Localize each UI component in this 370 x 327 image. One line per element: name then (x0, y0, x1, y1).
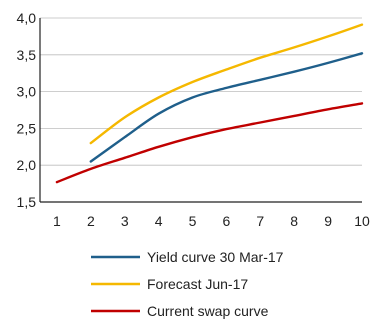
y-tick-label: 1,5 (17, 194, 37, 210)
y-tick-label: 4,0 (17, 10, 37, 26)
x-tick-labels: 1 2 3 4 5 6 7 8 9 10 (53, 213, 370, 229)
legend-label: Current swap curve (147, 303, 269, 319)
y-tick-label: 2,5 (17, 120, 37, 136)
x-tick-label: 6 (223, 213, 231, 229)
x-tick-label: 2 (87, 213, 95, 229)
x-tick-label: 3 (121, 213, 129, 229)
y-tick-label: 2,0 (17, 157, 37, 173)
legend-label: Forecast Jun-17 (147, 276, 248, 292)
grid-lines (40, 17, 362, 166)
series-line-yield-curve-30-mar-17 (89, 52, 364, 163)
y-tick-labels: 1,5 2,0 2,5 3,0 3,5 4,0 (17, 10, 37, 210)
series-lines (55, 23, 364, 184)
x-tick-label: 8 (290, 213, 298, 229)
x-tick-label: 1 (53, 213, 61, 229)
legend-label: Yield curve 30 Mar-17 (147, 249, 284, 265)
y-tick-label: 3,5 (17, 47, 37, 63)
series-line-current-swap-curve (55, 102, 364, 184)
series-line-forecast-jun-17 (89, 23, 364, 145)
x-tick-label: 5 (189, 213, 197, 229)
x-tick-label: 4 (155, 213, 163, 229)
x-tick-label: 9 (324, 213, 332, 229)
x-tick-label: 10 (354, 213, 370, 229)
axes (39, 18, 362, 203)
legend: Yield curve 30 Mar-17 Forecast Jun-17 Curr… (91, 249, 284, 319)
x-tick-label: 7 (256, 213, 264, 229)
y-tick-label: 3,0 (17, 84, 37, 100)
